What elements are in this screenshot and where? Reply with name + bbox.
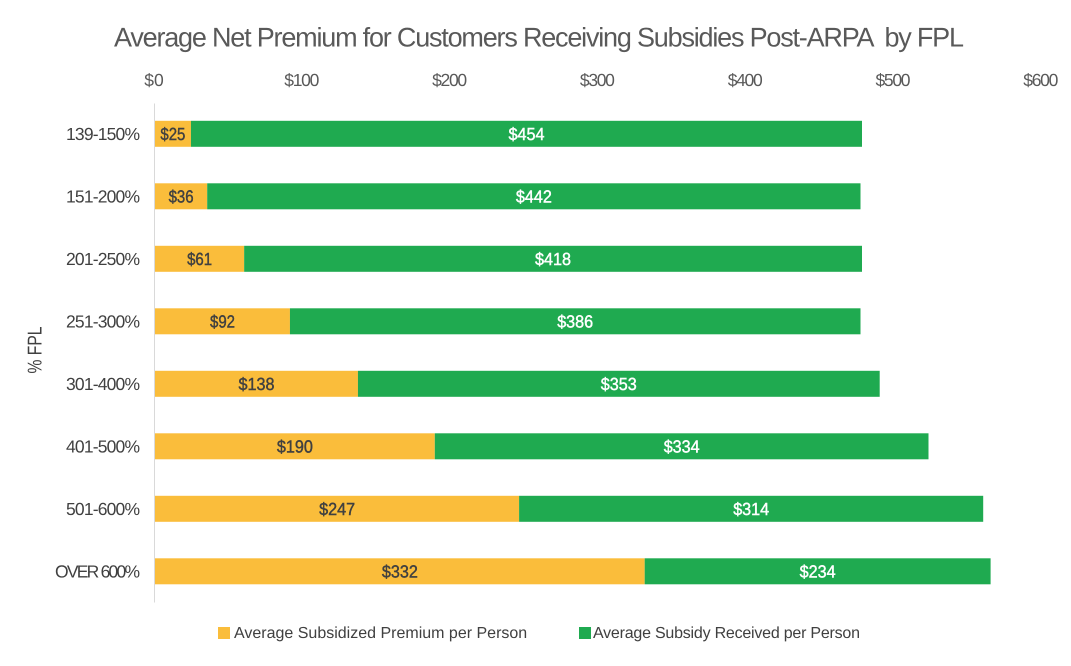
svg-text:Average Subsidized Premium per: Average Subsidized Premium per Person — [234, 625, 527, 642]
svg-text:$442: $442 — [516, 186, 552, 206]
svg-text:$386: $386 — [557, 311, 593, 331]
svg-text:$500: $500 — [876, 70, 911, 90]
svg-text:$353: $353 — [601, 374, 637, 394]
svg-text:OVER 600%: OVER 600% — [55, 561, 140, 581]
svg-text:$300: $300 — [580, 70, 615, 90]
svg-text:$234: $234 — [800, 561, 836, 581]
svg-text:$190: $190 — [277, 436, 313, 456]
svg-text:$61: $61 — [187, 249, 212, 269]
svg-text:151-200%: 151-200% — [66, 186, 140, 206]
svg-text:$334: $334 — [664, 436, 700, 456]
svg-text:$418: $418 — [535, 249, 571, 269]
svg-text:$200: $200 — [432, 70, 467, 90]
svg-text:$138: $138 — [239, 374, 275, 394]
svg-text:401-500%: 401-500% — [66, 436, 140, 456]
svg-text:$100: $100 — [284, 70, 319, 90]
svg-text:Average Subsidy Received per P: Average Subsidy Received per Person — [593, 625, 860, 642]
svg-text:$247: $247 — [319, 499, 355, 519]
svg-text:$25: $25 — [160, 124, 185, 144]
svg-text:$0: $0 — [144, 70, 164, 90]
svg-text:$400: $400 — [728, 70, 763, 90]
svg-text:% FPL: % FPL — [25, 327, 47, 374]
svg-text:251-300%: 251-300% — [66, 311, 140, 331]
svg-text:501-600%: 501-600% — [66, 499, 140, 519]
svg-text:201-250%: 201-250% — [66, 249, 140, 269]
svg-text:$600: $600 — [1023, 70, 1058, 90]
svg-text:$92: $92 — [210, 311, 235, 331]
svg-text:$314: $314 — [733, 499, 769, 519]
svg-text:$332: $332 — [382, 561, 418, 581]
svg-text:Average Net Premium for Custom: Average Net Premium for Customers Receiv… — [114, 23, 964, 53]
svg-text:$36: $36 — [169, 186, 194, 206]
svg-text:301-400%: 301-400% — [66, 374, 140, 394]
svg-text:$454: $454 — [509, 124, 545, 144]
svg-text:139-150%: 139-150% — [66, 124, 140, 144]
